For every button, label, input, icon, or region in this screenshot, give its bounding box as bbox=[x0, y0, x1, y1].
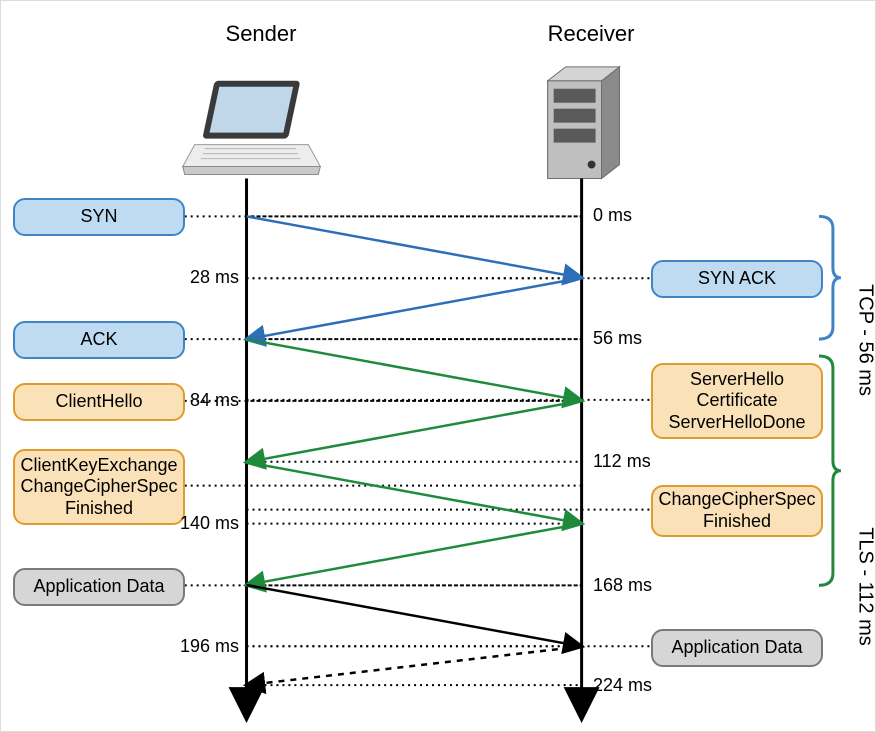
horizontal-ticks bbox=[185, 216, 650, 685]
bracket-label-0: TCP - 56 ms bbox=[854, 278, 876, 401]
arrow-7 bbox=[247, 646, 582, 685]
bracket-label-1: TLS - 112 ms bbox=[854, 472, 876, 702]
receiver-title: Receiver bbox=[521, 21, 661, 47]
arrow-1 bbox=[247, 278, 582, 339]
arrows-group bbox=[247, 216, 582, 685]
box-serverhello: ServerHello Certificate ServerHelloDone bbox=[651, 363, 823, 439]
time-label-0: 0 ms bbox=[593, 205, 663, 226]
arrow-6 bbox=[247, 585, 582, 646]
arrow-0 bbox=[247, 216, 582, 277]
time-label-84: 84 ms bbox=[179, 390, 239, 411]
box-appdata_r: Application Data bbox=[651, 629, 823, 667]
box-synack: SYN ACK bbox=[651, 260, 823, 298]
box-ccs_fin: ChangeCipherSpec Finished bbox=[651, 485, 823, 537]
arrow-3 bbox=[247, 401, 582, 462]
box-syn: SYN bbox=[13, 198, 185, 236]
arrow-2 bbox=[247, 339, 582, 400]
box-clienthello: ClientHello bbox=[13, 383, 185, 421]
laptop-icon bbox=[183, 81, 321, 175]
diagram-frame: Sender Receiver SYN ACK ClientHello ClientK… bbox=[0, 0, 876, 732]
server-icon bbox=[548, 67, 620, 179]
box-appdata_l: Application Data bbox=[13, 568, 185, 606]
sender-title: Sender bbox=[201, 21, 321, 47]
time-label-28: 28 ms bbox=[179, 267, 239, 288]
box-cke: ClientKeyExchange ChangeCipherSpec Finis… bbox=[13, 449, 185, 525]
time-label-112: 112 ms bbox=[593, 451, 663, 472]
time-label-140: 140 ms bbox=[179, 513, 239, 534]
time-label-224: 224 ms bbox=[593, 675, 663, 696]
arrow-5 bbox=[247, 524, 582, 585]
box-ack: ACK bbox=[13, 321, 185, 359]
time-label-56: 56 ms bbox=[593, 328, 663, 349]
time-label-168: 168 ms bbox=[593, 575, 663, 596]
arrow-4 bbox=[247, 462, 582, 523]
time-label-196: 196 ms bbox=[179, 636, 239, 657]
